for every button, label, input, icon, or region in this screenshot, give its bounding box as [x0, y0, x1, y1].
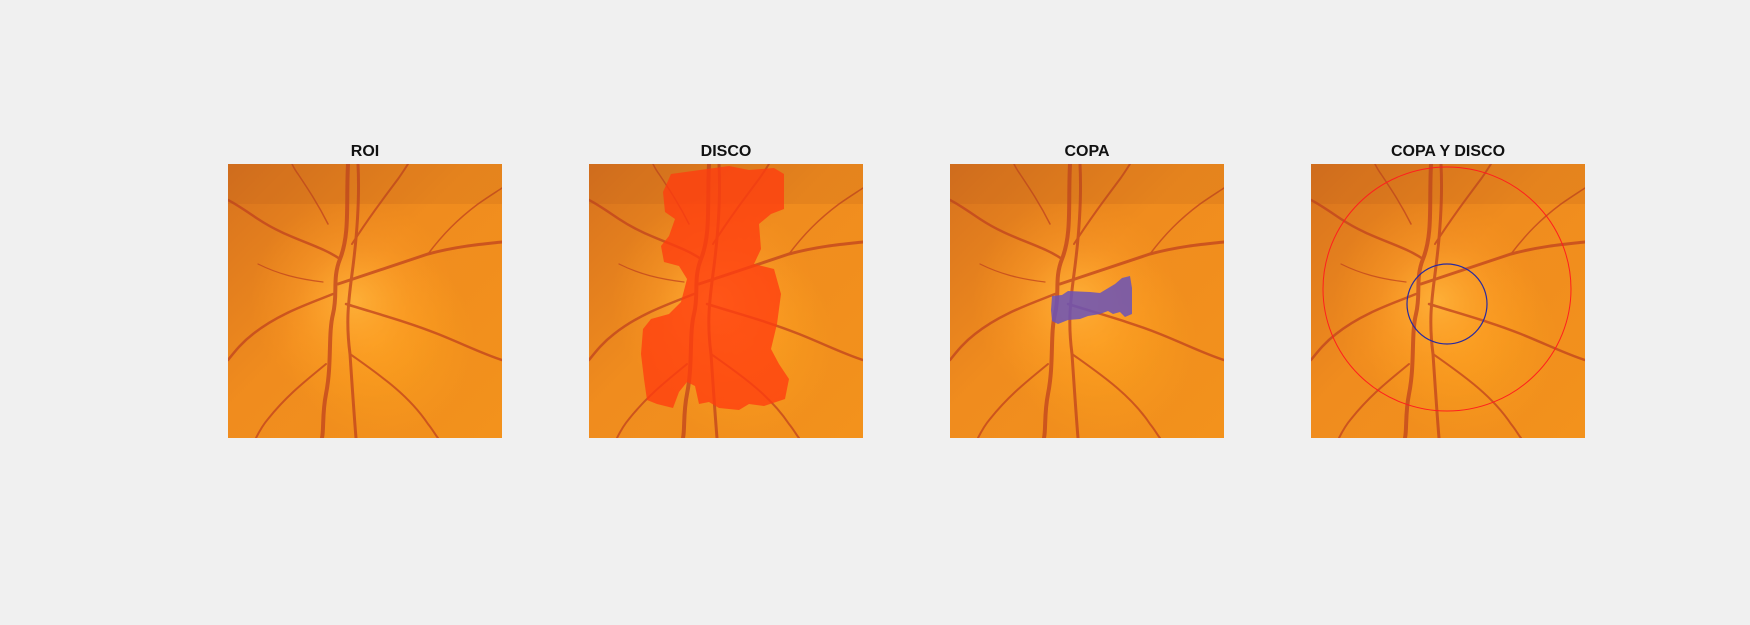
disco-fundus-image: [589, 164, 863, 438]
panel-copa: COPA: [950, 140, 1224, 438]
cup-boundary-circle: [1406, 263, 1488, 345]
panel-title-disco: DISCO: [700, 143, 752, 160]
copa-fundus-image: [950, 164, 1224, 438]
disc-segmentation-mask: [641, 166, 789, 410]
copa-y-disco-fundus-image: [1311, 164, 1585, 438]
panel-roi: ROI: [228, 140, 502, 438]
disc-boundary-circle: [1322, 166, 1572, 412]
panel-title-copa-y-disco: COPA Y DISCO: [1390, 143, 1506, 160]
panel-disco: DISCO: [589, 140, 863, 438]
panel-copa-y-disco: COPA Y DISCO: [1311, 140, 1585, 438]
cup-segmentation-mask: [1051, 276, 1132, 324]
panel-title-roi: ROI: [350, 143, 380, 160]
panel-title-copa: COPA: [1064, 143, 1110, 160]
roi-fundus-image: [228, 164, 502, 438]
